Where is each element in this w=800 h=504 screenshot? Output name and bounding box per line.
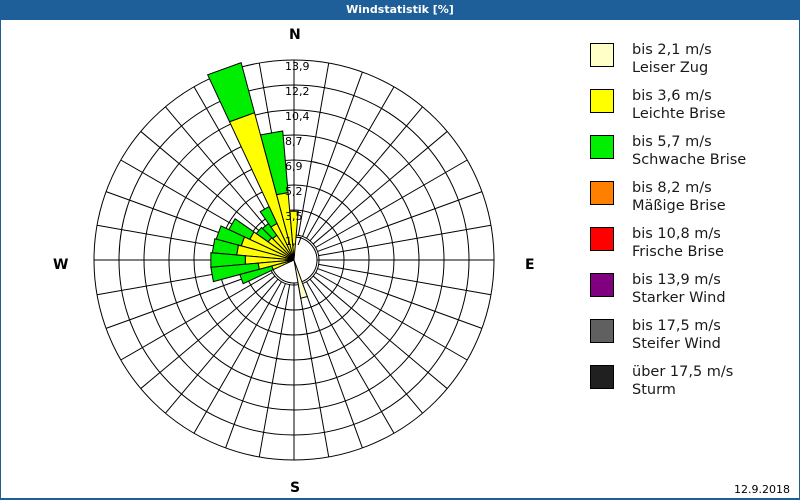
legend-range: bis 10,8 m/s xyxy=(632,226,721,242)
radial-tick-label: 1,7 xyxy=(285,235,303,248)
legend-label: Leichte Brise xyxy=(632,106,726,122)
legend-item: bis 8,2 m/s Mäßige Brise xyxy=(590,179,790,225)
window-title: Windstatistik [%] xyxy=(0,0,800,20)
legend-item: bis 3,6 m/s Leichte Brise xyxy=(590,87,790,133)
compass-west-label: W xyxy=(53,257,69,273)
bottom-border xyxy=(0,498,800,500)
wind-sector-bar xyxy=(206,61,256,123)
radial-tick-label: 6,9 xyxy=(285,160,303,173)
legend-label: Steifer Wind xyxy=(632,336,721,352)
radial-tick-label: 8,7 xyxy=(285,135,303,148)
legend-swatch xyxy=(590,273,614,297)
legend-range: bis 13,9 m/s xyxy=(632,272,721,288)
wind-sector-bar xyxy=(239,265,274,285)
compass-north-label: N xyxy=(289,27,301,43)
compass-south-label: S xyxy=(290,480,301,496)
legend: bis 2,1 m/s Leiser Zug bis 3,6 m/s Leichte… xyxy=(590,41,790,409)
legend-range: bis 8,2 m/s xyxy=(632,180,712,196)
legend-swatch xyxy=(590,181,614,205)
legend-swatch xyxy=(590,319,614,343)
legend-label: Leiser Zug xyxy=(632,60,709,76)
radial-tick-label: 12,2 xyxy=(285,85,310,98)
legend-item: bis 13,9 m/s Starker Wind xyxy=(590,271,790,317)
wind-sector-bar xyxy=(293,259,308,299)
legend-label: Sturm xyxy=(632,382,676,398)
legend-swatch xyxy=(590,365,614,389)
legend-swatch xyxy=(590,135,614,159)
radial-tick-label: 3,5 xyxy=(285,210,303,223)
legend-label: Starker Wind xyxy=(632,290,726,306)
legend-swatch xyxy=(590,89,614,113)
radial-tick-label: 10,4 xyxy=(285,110,310,123)
legend-item: bis 17,5 m/s Steifer Wind xyxy=(590,317,790,363)
legend-item: über 17,5 m/s Sturm xyxy=(590,363,790,409)
date-stamp: 12.9.2018 xyxy=(734,483,790,496)
legend-range: bis 5,7 m/s xyxy=(632,134,712,150)
wind-rose-svg: 1,7 3,5 5,2 6,9 8,7 10,4 12,2 13,9 xyxy=(93,59,495,461)
legend-label: Schwache Brise xyxy=(632,152,747,168)
legend-range: bis 2,1 m/s xyxy=(632,42,712,58)
legend-range: bis 3,6 m/s xyxy=(632,88,712,104)
wind-rose-plot: 1,7 3,5 5,2 6,9 8,7 10,4 12,2 13,9 N E S W xyxy=(0,20,580,500)
compass-east-label: E xyxy=(525,257,535,273)
wind-sector-bar xyxy=(259,205,278,228)
wind-sector-bar xyxy=(210,262,260,283)
legend-item: bis 10,8 m/s Frische Brise xyxy=(590,225,790,271)
legend-item: bis 2,1 m/s Leiser Zug xyxy=(590,41,790,87)
legend-range: bis 17,5 m/s xyxy=(632,318,721,334)
legend-swatch xyxy=(590,227,614,251)
radial-tick-label: 5,2 xyxy=(285,185,303,198)
legend-item: bis 5,7 m/s Schwache Brise xyxy=(590,133,790,179)
legend-swatch xyxy=(590,43,614,67)
radial-tick-label: 13,9 xyxy=(285,60,310,73)
legend-range: über 17,5 m/s xyxy=(632,364,734,380)
legend-label: Frische Brise xyxy=(632,244,724,260)
legend-label: Mäßige Brise xyxy=(632,198,726,214)
